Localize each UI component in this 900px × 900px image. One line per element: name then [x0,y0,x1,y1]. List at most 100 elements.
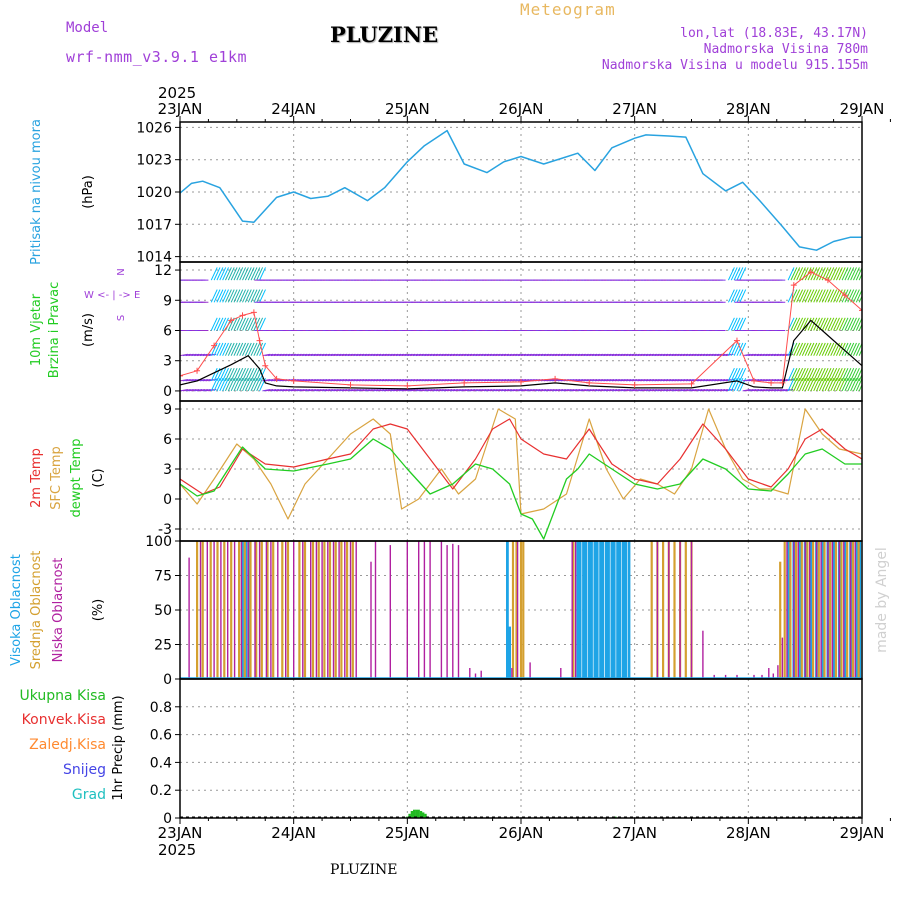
cloud-bar [216,541,219,679]
wind-barb [733,377,741,392]
cloud-bar [786,541,790,679]
wind-gust-marker [180,372,183,379]
wind-barb [384,389,393,392]
wind-barb [614,389,623,392]
wind-barb [210,317,218,331]
wind-barb [225,377,232,392]
wind-barb [244,317,252,331]
cloud-bar [823,541,826,679]
wind-barb [787,267,795,281]
wind-barb [855,377,862,392]
cloud-bar [213,541,215,679]
wind-barb [239,267,247,281]
cloud-bar [702,630,704,679]
wind-barb [801,289,809,303]
cloud-bar [188,557,190,679]
wind-barb [299,389,308,392]
wind-barb [824,377,832,392]
cloud-bar [768,668,770,679]
wind-barb [381,389,390,392]
wind-barb [222,367,229,382]
cloud-bar [406,541,408,679]
cloud-bar [761,674,763,679]
y-tick-label: 0 [163,384,172,400]
temp-unit: (C) [91,468,106,487]
wind-barb [691,389,700,392]
wind-barb [324,389,333,392]
wind-barb [847,367,855,382]
cloud-bar [201,541,204,679]
precip-bar [408,813,411,818]
wind-barb [830,289,838,303]
cloud-bar [574,541,577,679]
wind-barb [816,267,823,281]
wind-barb [341,389,350,392]
wind-barb [418,389,427,392]
cloud-bar [616,541,619,679]
pressure-line [180,129,862,251]
wind-barb [375,389,385,392]
wind-barb [824,267,832,281]
wind-speed-line [180,319,862,390]
wind-barb [631,389,640,392]
wind-barb [739,367,747,382]
cloud-bar [302,541,304,679]
wind-barb [796,367,804,382]
wind-barb [665,389,674,392]
wind-barb [762,389,771,392]
wind-unit: (m/s) [81,313,96,347]
wind-barb [256,317,264,331]
cloud-bar [843,541,847,679]
wind-barb [247,377,255,392]
cloud-bar [227,541,229,679]
precip-bar [410,811,414,818]
wind-barb [841,267,849,281]
cloud-bar [281,541,284,679]
wind-barb [327,389,336,392]
cloud-bar [668,541,670,679]
wind-barb [830,267,838,281]
wind-barb [804,289,812,303]
wind-barb [563,389,572,392]
wind-barb [287,389,296,392]
wind-barb [319,389,328,392]
wind-barb [244,377,252,392]
watermark: made by Angel [874,547,890,653]
wind-gust-marker [273,375,280,382]
wind-barb [847,267,855,281]
wind-barb [768,389,777,392]
wind-barb [799,342,806,356]
wind-barb [250,377,258,392]
wind-barb [398,389,407,392]
cloud-bar [817,541,820,679]
cloud-bar [349,541,352,679]
wind-barb [699,389,708,392]
wind-label-1: 10m Vjetar [29,293,44,366]
wind-barb [855,317,862,331]
wind-barb [835,342,843,356]
wind-barb [216,267,224,281]
wind-barb [617,389,626,392]
wind-barb [469,389,478,392]
wind-barb [390,389,399,392]
cloud-bar [834,541,837,679]
wind-barb [833,367,840,382]
wind-barb [219,367,227,382]
wind-barb [250,342,258,356]
wind-barb [645,389,654,392]
wind-barb [793,342,801,356]
wind-barb [838,317,846,331]
wind-barb [401,389,410,392]
wind-barb [219,377,227,392]
wind-barb [597,389,606,392]
wind-barb [662,389,672,392]
wind-barb [219,289,227,303]
wind-barb [745,389,754,392]
wind-barb [736,289,744,303]
wind-barb [611,389,620,392]
wind-barb [242,289,249,303]
wind-barb [285,389,294,392]
wind-barb [557,389,566,392]
wind-barb [759,389,768,392]
precip-bar [422,812,425,818]
